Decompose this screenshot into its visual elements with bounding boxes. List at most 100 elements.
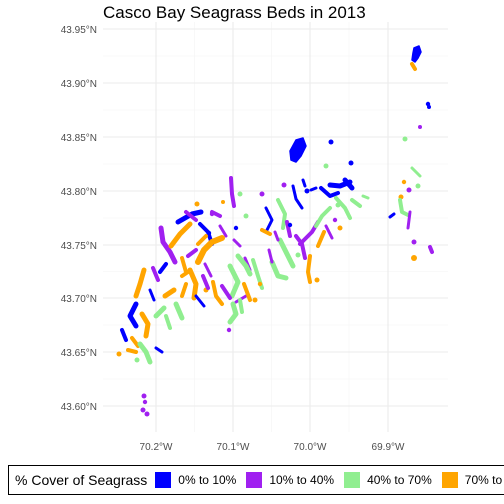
seagrass-bed xyxy=(269,259,289,281)
legend-item-40-70: 40% to 70% xyxy=(344,472,432,488)
seagrass-bed xyxy=(309,186,318,192)
seagrass-bed xyxy=(173,301,185,321)
seagrass-bed xyxy=(126,348,138,354)
x-tick-label: 69.9°W xyxy=(372,442,405,453)
seagrass-bed xyxy=(226,327,232,333)
seagrass-bed xyxy=(203,262,213,278)
seagrass-bed xyxy=(142,399,148,405)
seagrass-bed xyxy=(180,282,188,298)
seagrass-bed xyxy=(133,267,147,299)
seagrass-bed xyxy=(194,294,206,308)
legend-label: 10% to 40% xyxy=(269,473,335,487)
seagrass-bed xyxy=(151,266,160,282)
seagrass-bed xyxy=(140,407,146,413)
legend-title: % Cover of Seagrass xyxy=(15,472,148,488)
y-axis-labels: 43.95°N 43.90°N 43.85°N 43.80°N 43.75°N 43.70… xyxy=(61,25,97,413)
seagrass-bed xyxy=(281,182,287,188)
legend-label: 40% to 70% xyxy=(367,473,432,487)
seagrass-bed xyxy=(252,297,258,303)
legend-item-10-40: 10% to 40% xyxy=(246,472,334,488)
seagrass-bed xyxy=(209,211,215,217)
seagrass-bed xyxy=(242,282,252,302)
y-tick-label: 43.70°N xyxy=(61,294,97,305)
seagrass-bed xyxy=(411,239,417,245)
seagrass-bed xyxy=(211,280,224,306)
seagrass-bed xyxy=(276,198,287,230)
seagrass-bed xyxy=(285,220,292,238)
seagrass-bed xyxy=(306,254,312,284)
seagrass-bed xyxy=(411,255,417,261)
seagrass-bed xyxy=(314,206,332,228)
legend-item-70-100: 70% to 100% xyxy=(441,472,504,488)
seagrass-bed xyxy=(194,201,200,207)
seagrass-bed xyxy=(291,184,304,210)
seagrass-bed xyxy=(348,160,354,166)
seagrass-bed xyxy=(267,248,274,264)
seagrass-bed xyxy=(187,267,199,301)
y-tick-label: 43.85°N xyxy=(61,133,97,144)
seagrass-bed xyxy=(342,177,355,191)
legend-key-blue xyxy=(155,472,172,488)
y-tick-label: 43.60°N xyxy=(61,402,97,413)
x-tick-label: 70.0°W xyxy=(294,442,327,453)
seagrass-bed xyxy=(257,281,263,287)
seagrass-bed xyxy=(335,202,341,208)
seagrass-bed xyxy=(332,217,338,223)
seagrass-bed xyxy=(127,301,139,329)
legend-key-green xyxy=(344,472,361,488)
seagrass-bed xyxy=(120,328,128,342)
seagrass-bed xyxy=(324,224,334,240)
seagrass-bed xyxy=(411,45,422,63)
seagrass-bed xyxy=(260,228,272,236)
x-tick-label: 70.2°W xyxy=(140,442,173,453)
seagrass-bed xyxy=(153,305,167,319)
seagrass-bed xyxy=(134,357,140,363)
seagrass-bed xyxy=(180,270,190,278)
legend-key-purple xyxy=(246,472,263,488)
y-tick-label: 43.75°N xyxy=(61,241,97,252)
seagrass-bed xyxy=(158,262,168,274)
seagrass-bed xyxy=(427,105,431,109)
seagrass-bed xyxy=(162,287,177,299)
seagrass-bed xyxy=(323,163,329,169)
seagrass-bed xyxy=(233,225,239,231)
seagrass-bed xyxy=(319,186,340,198)
seagrass-bed xyxy=(337,225,343,231)
seagrass-bed xyxy=(164,314,172,330)
seagrass-bed xyxy=(229,176,236,208)
seagrass-bed xyxy=(304,188,310,194)
seagrass-bed xyxy=(227,301,239,325)
seagrass-bed xyxy=(418,125,422,129)
seagrass-bed xyxy=(144,411,150,417)
seagrass-bed xyxy=(141,393,147,399)
seagrass-bed xyxy=(130,336,140,348)
seagrass-bed xyxy=(314,277,320,283)
seagrass-bed xyxy=(206,230,212,236)
graticule-grid xyxy=(103,22,448,432)
seagrass-bed xyxy=(388,212,396,219)
seagrass-bed xyxy=(137,341,153,365)
seagrass-bed xyxy=(148,288,156,302)
seagrass-bed xyxy=(295,252,301,258)
seagrass-bed xyxy=(221,200,225,204)
seagrass-bed xyxy=(273,230,280,242)
seagrass-bed xyxy=(195,235,225,265)
seagrass-beds xyxy=(116,45,434,417)
seagrass-bed xyxy=(116,351,122,357)
seagrass-bed xyxy=(180,256,188,274)
seagrass-bed xyxy=(158,225,178,265)
seagrass-bed xyxy=(328,139,334,145)
seagrass-bed xyxy=(410,166,422,178)
seagrass-bed xyxy=(301,178,307,188)
seagrass-bed xyxy=(184,210,198,222)
seagrass-bed xyxy=(428,245,434,254)
seagrass-bed xyxy=(398,198,410,217)
x-tick-label: 70.1°W xyxy=(217,442,250,453)
seagrass-bed xyxy=(232,238,242,248)
seagrass-bed xyxy=(220,284,232,300)
seagrass-bed xyxy=(227,263,241,299)
legend: % Cover of Seagrass 0% to 10% 10% to 40%… xyxy=(8,465,504,495)
seagrass-bed xyxy=(154,346,164,354)
